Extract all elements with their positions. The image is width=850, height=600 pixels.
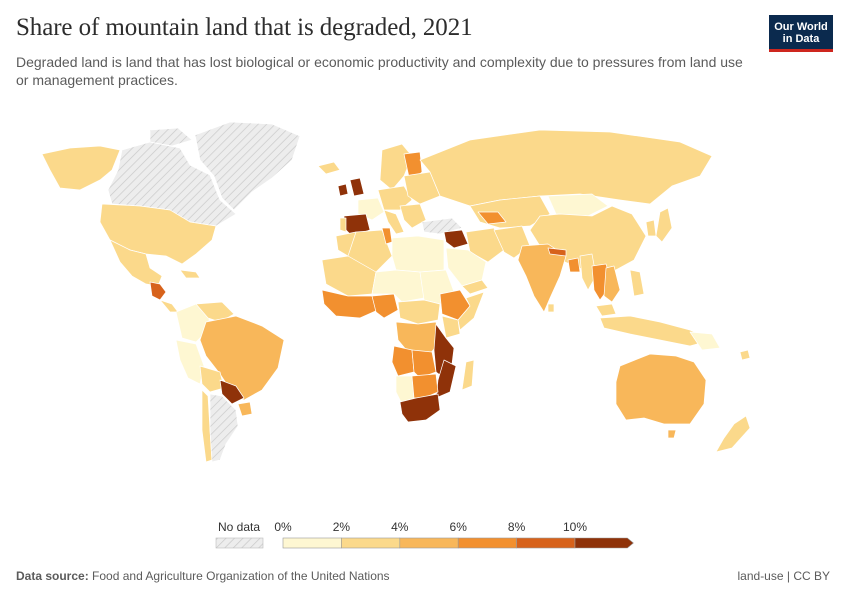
region-arctic-islands[interactable] (149, 127, 193, 147)
legend-tick-label: 2% (333, 520, 351, 534)
region-malaysia[interactable] (595, 303, 617, 317)
legend-tick-label: 4% (391, 520, 409, 534)
data-source-text[interactable]: Food and Agriculture Organization of the… (92, 569, 390, 583)
region-somalia[interactable] (457, 291, 485, 331)
region-caucasus[interactable] (477, 211, 507, 225)
data-source-label: Data source: (16, 569, 89, 583)
region-libya-egypt[interactable] (391, 235, 445, 273)
region-caribbean[interactable] (179, 269, 201, 279)
region-yemen[interactable] (461, 279, 489, 295)
region-greenland[interactable] (194, 121, 301, 211)
region-portugal[interactable] (339, 217, 347, 233)
region-peru[interactable] (175, 339, 205, 385)
chart-subtitle: Degraded land is land that has lost biol… (16, 54, 743, 88)
region-russia[interactable] (419, 129, 713, 207)
region-pacific-islands[interactable] (739, 349, 751, 361)
region-mozambique[interactable] (435, 359, 457, 399)
region-vietnam[interactable] (603, 265, 621, 303)
region-eastern-europe[interactable] (403, 171, 441, 205)
region-paraguay[interactable] (219, 379, 245, 405)
legend-no-data-swatch[interactable] (215, 537, 264, 549)
region-korea[interactable] (645, 219, 657, 237)
color-legend: No data 0% 2% 4% 6% 8% 10% (215, 520, 634, 549)
region-madagascar[interactable] (461, 359, 475, 391)
region-australia[interactable] (615, 353, 707, 425)
legend-bin-2[interactable] (399, 537, 459, 549)
region-nepal[interactable] (547, 247, 567, 257)
legend-bin-5[interactable] (574, 537, 634, 549)
region-bangladesh[interactable] (567, 257, 581, 273)
chart-title: Share of mountain land that is degraded,… (16, 14, 473, 41)
world-map[interactable] (0, 105, 850, 505)
region-syria-iraq[interactable] (443, 229, 469, 249)
logo-line-1: Our World (774, 21, 828, 33)
legend-bin-4[interactable] (516, 537, 576, 549)
region-angola[interactable] (391, 345, 415, 377)
region-italy[interactable] (383, 209, 405, 235)
region-myanmar[interactable] (579, 253, 597, 291)
region-mexico[interactable] (109, 239, 163, 287)
legend-bin-1[interactable] (341, 537, 401, 549)
region-central-europe[interactable] (377, 185, 413, 211)
legend-tick-label: 6% (450, 520, 468, 534)
region-tasmania[interactable] (667, 429, 677, 439)
legend-bin-3[interactable] (457, 537, 517, 549)
region-argentina[interactable] (209, 393, 239, 463)
region-mongolia[interactable] (547, 193, 609, 217)
region-south-africa[interactable] (399, 393, 441, 423)
data-source: Data source: Food and Agriculture Organi… (16, 569, 390, 583)
region-kenya[interactable] (441, 315, 461, 339)
region-brazil[interactable] (199, 315, 285, 401)
legend-tick-label: 0% (274, 520, 292, 534)
region-iran[interactable] (465, 227, 505, 263)
logo-line-2: in Data (782, 33, 820, 45)
region-papua[interactable] (689, 331, 721, 351)
region-central-africa[interactable] (397, 299, 441, 325)
legend-no-data-label: No data (218, 520, 260, 534)
legend-tick-label: 8% (508, 520, 526, 534)
region-ireland[interactable] (337, 183, 349, 197)
region-nigeria[interactable] (371, 293, 399, 319)
region-west-africa[interactable] (321, 289, 379, 319)
region-united-kingdom[interactable] (349, 177, 365, 197)
legend-bin-0[interactable] (282, 537, 342, 549)
region-iceland[interactable] (317, 161, 341, 175)
region-alaska[interactable] (41, 145, 121, 191)
region-philippines[interactable] (629, 269, 645, 297)
region-niger-chad[interactable] (371, 269, 425, 303)
region-uruguay[interactable] (237, 401, 253, 417)
region-central-america[interactable] (149, 281, 167, 301)
license-text[interactable]: land-use | CC BY (737, 569, 831, 583)
region-balkans[interactable] (399, 203, 427, 229)
region-zambia[interactable] (411, 349, 437, 379)
owid-logo[interactable]: Our World in Data (769, 15, 833, 52)
region-panama[interactable] (159, 299, 179, 313)
region-sri-lanka[interactable] (547, 303, 555, 313)
region-new-zealand[interactable] (715, 415, 751, 453)
region-bolivia[interactable] (199, 365, 225, 393)
legend-tick-label: 10% (563, 520, 587, 534)
region-japan[interactable] (655, 207, 673, 243)
region-indonesia[interactable] (599, 315, 713, 347)
